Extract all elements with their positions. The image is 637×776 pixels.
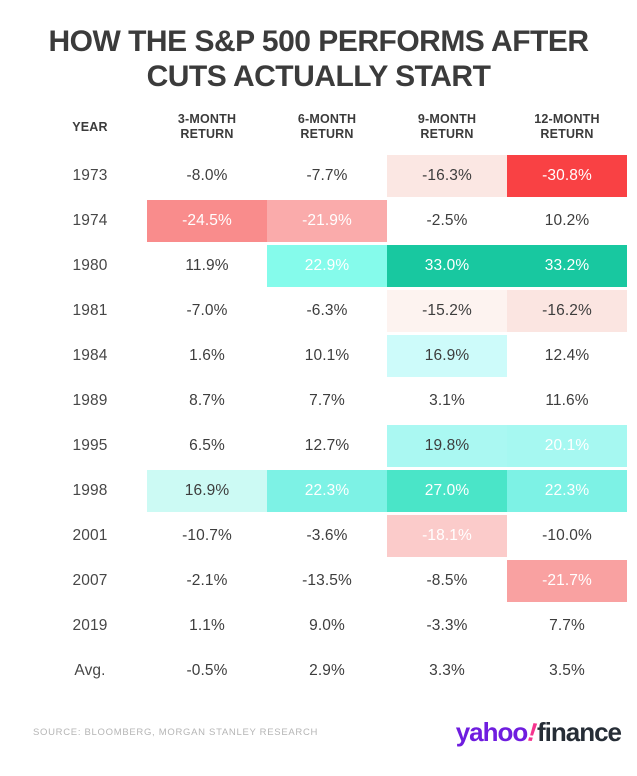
yahoo-finance-logo: yahoo!finance	[455, 717, 622, 748]
year-cell: 1984	[72, 347, 108, 364]
value-cell: -2.1%	[186, 572, 228, 589]
value-cell: 33.0%	[387, 245, 507, 287]
value-cell: -16.2%	[507, 290, 627, 332]
value-cell: 10.1%	[304, 347, 350, 364]
value-cell: -13.5%	[302, 572, 352, 589]
value-cell: 12.7%	[304, 437, 350, 454]
value-cell: 3.3%	[429, 662, 465, 679]
header-6-month-return: 6-MONTH RETURN	[297, 112, 357, 141]
value-cell: -6.3%	[306, 302, 348, 319]
value-cell: 22.9%	[267, 245, 387, 287]
value-cell: -3.6%	[306, 527, 348, 544]
header-year: YEAR	[72, 119, 108, 134]
value-cell: 20.1%	[507, 425, 627, 467]
value-cell: 11.9%	[185, 257, 229, 274]
value-cell: 3.1%	[429, 392, 465, 409]
year-cell: 1981	[72, 302, 108, 319]
table-row: 1984 1.6% 10.1% 16.9% 12.4%	[33, 335, 627, 377]
page-title: HOW THE S&P 500 PERFORMS AFTER CUTS ACTU…	[10, 24, 627, 94]
table-row: Avg. -0.5% 2.9% 3.3% 3.5%	[33, 650, 627, 692]
header-9-month-return: 9-MONTH RETURN	[417, 112, 477, 141]
value-cell: 33.2%	[507, 245, 627, 287]
value-cell: -10.0%	[542, 527, 592, 544]
header-3-month-return: 3-MONTH RETURN	[177, 112, 237, 141]
value-cell: 19.8%	[387, 425, 507, 467]
title-line-1: HOW THE S&P 500 PERFORMS AFTER	[48, 25, 589, 58]
year-cell: 2001	[72, 527, 108, 544]
table-row: 1995 6.5% 12.7% 19.8% 20.1%	[33, 425, 627, 467]
table-row: 1973 -8.0% -7.7% -16.3% -30.8%	[33, 155, 627, 197]
value-cell: 3.5%	[549, 662, 585, 679]
year-cell: 2019	[72, 617, 108, 634]
value-cell: 16.9%	[147, 470, 267, 512]
value-cell: -8.0%	[186, 167, 228, 184]
year-cell: 1980	[72, 257, 108, 274]
value-cell: 27.0%	[387, 470, 507, 512]
value-cell: -8.5%	[426, 572, 468, 589]
table-row: 2007 -2.1% -13.5% -8.5% -21.7%	[33, 560, 627, 602]
table-row: 2019 1.1% 9.0% -3.3% 7.7%	[33, 605, 627, 647]
value-cell: 2.9%	[309, 662, 345, 679]
value-cell: -21.9%	[267, 200, 387, 242]
infographic: HOW THE S&P 500 PERFORMS AFTER CUTS ACTU…	[0, 24, 637, 747]
value-cell: -3.3%	[426, 617, 468, 634]
table-row: 1974 -24.5% -21.9% -2.5% 10.2%	[33, 200, 627, 242]
value-cell: 16.9%	[387, 335, 507, 377]
table-row: 1989 8.7% 7.7% 3.1% 11.6%	[33, 380, 627, 422]
value-cell: 12.4%	[544, 347, 590, 364]
year-cell: 1995	[72, 437, 108, 454]
year-cell: 1973	[72, 167, 108, 184]
value-cell: 10.2%	[544, 212, 590, 229]
value-cell: -0.5%	[186, 662, 228, 679]
value-cell: -16.3%	[387, 155, 507, 197]
value-cell: 1.1%	[189, 617, 225, 634]
value-cell: -30.8%	[507, 155, 627, 197]
table-header-row: YEAR 3-MONTH RETURN 6-MONTH RETURN 9-MON…	[33, 112, 627, 142]
year-cell: 1989	[72, 392, 108, 409]
value-cell: 22.3%	[267, 470, 387, 512]
year-cell: 1974	[72, 212, 108, 229]
value-cell: 1.6%	[189, 347, 225, 364]
table-row: 1998 16.9% 22.3% 27.0% 22.3%	[33, 470, 627, 512]
source-credit: SOURCE: BLOOMBERG, MORGAN STANLEY RESEAR…	[33, 726, 319, 738]
header-12-month-return: 12-MONTH RETURN	[534, 112, 600, 141]
value-cell: 9.0%	[309, 617, 345, 634]
value-cell: 7.7%	[549, 617, 585, 634]
value-cell: 8.7%	[189, 392, 225, 409]
logo-finance: finance	[536, 717, 622, 747]
value-cell: -7.0%	[186, 302, 228, 319]
year-cell: 1998	[72, 482, 108, 499]
value-cell: -2.5%	[426, 212, 468, 229]
value-cell: -7.7%	[306, 167, 348, 184]
table-rows: 1973 -8.0% -7.7% -16.3% -30.8% 1974 -24.5% -21.…	[33, 155, 627, 692]
title-line-2: CUTS ACTUALLY START	[146, 60, 491, 93]
logo-yahoo: yahoo	[455, 717, 529, 747]
returns-table: YEAR 3-MONTH RETURN 6-MONTH RETURN 9-MON…	[33, 112, 627, 692]
table-row: 1980 11.9% 22.9% 33.0% 33.2%	[33, 245, 627, 287]
value-cell: -10.7%	[182, 527, 232, 544]
value-cell: -15.2%	[387, 290, 507, 332]
value-cell: -18.1%	[387, 515, 507, 557]
table-row: 2001 -10.7% -3.6% -18.1% -10.0%	[33, 515, 627, 557]
value-cell: -21.7%	[507, 560, 627, 602]
value-cell: 22.3%	[507, 470, 627, 512]
value-cell: 6.5%	[189, 437, 225, 454]
value-cell: 11.6%	[545, 392, 589, 409]
table-row: 1981 -7.0% -6.3% -15.2% -16.2%	[33, 290, 627, 332]
value-cell: 7.7%	[309, 392, 345, 409]
value-cell: -24.5%	[147, 200, 267, 242]
footer: SOURCE: BLOOMBERG, MORGAN STANLEY RESEAR…	[0, 712, 637, 752]
year-cell: Avg.	[74, 662, 106, 679]
year-cell: 2007	[72, 572, 108, 589]
